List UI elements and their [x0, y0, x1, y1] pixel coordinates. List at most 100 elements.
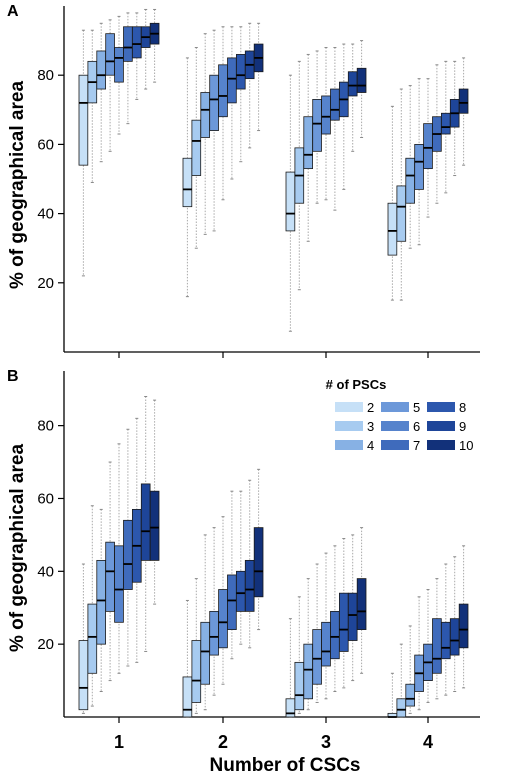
y-tick-label: 20: [37, 275, 54, 292]
box-body: [105, 541, 115, 612]
box-4-psc-3: [396, 88, 407, 301]
box-1-psc-8: [131, 12, 142, 100]
box-2-psc-10: [253, 468, 264, 631]
box-2-psc-3: [191, 578, 202, 714]
x-tick-label: 4: [423, 732, 433, 752]
box-1-psc-10: [149, 8, 160, 83]
panel-b-y-ticks: 20 40 60 80: [37, 418, 64, 653]
box-body: [253, 527, 264, 598]
box-4-psc-9: [449, 556, 460, 693]
box-body: [432, 618, 442, 674]
box-2-psc-6: [218, 26, 228, 201]
panel-a: A % of geographical area 20 40 60 80: [7, 3, 480, 358]
box-1-psc-8: [131, 417, 142, 663]
y-tick-label: 60: [37, 136, 54, 153]
box-body: [338, 592, 349, 652]
box-2-psc-4: [200, 33, 211, 235]
legend-title: # of PSCs: [326, 377, 387, 392]
box-2-psc-7: [227, 26, 237, 180]
y-tick-label: 60: [37, 490, 54, 507]
box-body: [347, 592, 358, 641]
legend-label: 7: [413, 438, 420, 453]
legend-label: 4: [367, 438, 374, 453]
box-body: [285, 698, 296, 718]
box-body: [140, 483, 151, 561]
box-1-psc-2: [78, 563, 89, 714]
box-1-psc-5: [105, 461, 115, 682]
box-body: [321, 621, 331, 667]
box-body: [227, 57, 237, 104]
box-1-psc-3: [87, 29, 98, 183]
box-body: [440, 112, 451, 135]
box-body: [294, 661, 305, 711]
legend: # of PSCs 2 3 4 5 6 7 8 9 10: [326, 377, 474, 453]
legend-swatch: [381, 402, 409, 412]
box-body: [218, 64, 228, 118]
box-3-psc-4: [303, 53, 313, 242]
legend-swatch: [381, 440, 409, 450]
panel-a-x-ticks: [118, 352, 429, 358]
box-4-psc-6: [423, 589, 433, 703]
box-2-psc-3: [191, 47, 202, 249]
box-3-psc-9: [347, 43, 358, 152]
box-4-psc-6: [423, 78, 433, 218]
box-3-psc-9: [347, 534, 358, 682]
box-body: [244, 559, 255, 612]
box-body: [96, 559, 107, 645]
box-body: [405, 157, 415, 204]
panel-a-boxes: [78, 8, 469, 332]
box-3-psc-2: [285, 618, 296, 718]
legend-swatch: [427, 440, 455, 450]
panel-b: B % of geographical area 20 40 60 80 1 2 3 4 N…: [7, 368, 480, 776]
box-2-psc-9: [244, 479, 255, 649]
x-tick-label: 1: [114, 732, 124, 752]
box-3-psc-7: [330, 545, 340, 693]
box-4-psc-5: [414, 78, 424, 246]
panel-b-x-axis-title: Number of CSCs: [210, 755, 361, 776]
y-tick-label: 80: [37, 418, 54, 435]
x-tick-label: 2: [218, 732, 228, 752]
box-body: [235, 570, 246, 612]
box-body: [191, 119, 202, 176]
box-3-psc-5: [312, 563, 322, 703]
legend-label: 3: [367, 419, 374, 434]
box-3-psc-7: [330, 47, 340, 211]
box-body: [458, 88, 469, 114]
box-body: [303, 643, 313, 700]
y-tick-label: 20: [37, 636, 54, 653]
box-body: [87, 603, 98, 674]
box-body: [96, 50, 107, 90]
legend-swatch: [335, 421, 363, 431]
box-body: [330, 88, 340, 121]
box-2-psc-2: [182, 57, 193, 298]
panel-b-boxes: [78, 395, 469, 718]
box-2-psc-10: [253, 22, 264, 132]
legend-label: 6: [413, 419, 420, 434]
box-4-psc-3: [396, 643, 407, 718]
box-1-psc-2: [78, 29, 89, 277]
box-1-psc-6: [114, 443, 124, 674]
box-body: [218, 589, 228, 649]
box-3-psc-8: [338, 538, 349, 689]
box-body: [78, 640, 89, 711]
box-2-psc-9: [244, 22, 255, 149]
panel-a-y-ticks: 20 40 60 80: [37, 67, 64, 292]
box-body: [285, 171, 296, 232]
box-body: [209, 610, 219, 656]
box-2-psc-4: [200, 534, 211, 711]
box-body: [209, 74, 219, 131]
box-1-psc-3: [87, 505, 98, 707]
box-1-psc-4: [96, 22, 107, 163]
legend-swatch: [427, 421, 455, 431]
box-body: [396, 698, 407, 718]
box-3-psc-2: [285, 74, 296, 332]
box-4-psc-9: [449, 60, 460, 177]
box-2-psc-8: [235, 490, 246, 645]
box-body: [312, 99, 322, 152]
box-1-psc-10: [149, 399, 160, 605]
box-3-psc-3: [294, 60, 305, 291]
box-4-psc-10: [458, 57, 469, 166]
box-body: [131, 26, 142, 59]
box-body: [458, 603, 469, 649]
box-1-psc-4: [96, 508, 107, 693]
